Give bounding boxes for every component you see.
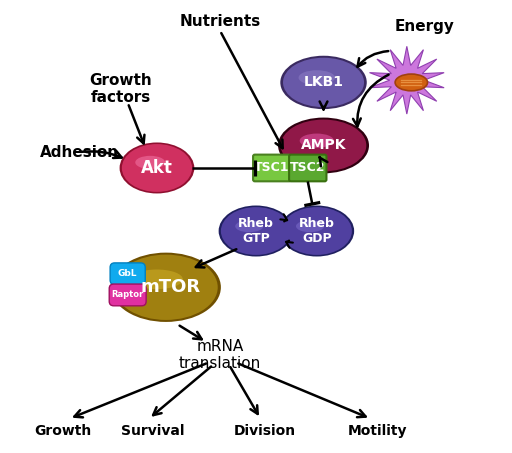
Ellipse shape xyxy=(300,134,334,148)
Ellipse shape xyxy=(111,253,221,322)
Text: Raptor: Raptor xyxy=(112,290,144,299)
Ellipse shape xyxy=(120,143,195,193)
Text: LKB1: LKB1 xyxy=(304,76,344,89)
Text: TSC2: TSC2 xyxy=(290,161,326,174)
Ellipse shape xyxy=(280,56,367,109)
Ellipse shape xyxy=(221,207,291,255)
Text: Motility: Motility xyxy=(348,424,408,439)
FancyBboxPatch shape xyxy=(289,154,327,181)
Polygon shape xyxy=(370,46,444,114)
Text: Nutrients: Nutrients xyxy=(179,14,261,29)
Ellipse shape xyxy=(395,74,428,91)
Text: Growth
factors: Growth factors xyxy=(90,73,152,106)
Ellipse shape xyxy=(114,255,218,320)
Text: Growth: Growth xyxy=(34,424,91,439)
FancyBboxPatch shape xyxy=(253,154,290,181)
FancyBboxPatch shape xyxy=(110,263,145,284)
Text: Rheb
GTP: Rheb GTP xyxy=(238,217,274,245)
Ellipse shape xyxy=(219,206,293,256)
Ellipse shape xyxy=(131,270,183,289)
Text: AMPK: AMPK xyxy=(301,139,346,153)
Text: TSC1: TSC1 xyxy=(254,161,289,174)
Text: Adhesion: Adhesion xyxy=(40,145,119,160)
Text: mRNA
translation: mRNA translation xyxy=(179,338,261,371)
Ellipse shape xyxy=(122,144,192,192)
Text: Survival: Survival xyxy=(121,424,184,439)
Text: Rheb
GDP: Rheb GDP xyxy=(299,217,335,245)
Ellipse shape xyxy=(283,58,364,107)
Ellipse shape xyxy=(280,206,354,256)
Ellipse shape xyxy=(135,156,165,169)
Text: Energy: Energy xyxy=(395,19,455,34)
Ellipse shape xyxy=(298,70,335,85)
Ellipse shape xyxy=(296,220,324,232)
Ellipse shape xyxy=(282,207,352,255)
Text: Division: Division xyxy=(234,424,296,439)
FancyBboxPatch shape xyxy=(109,284,146,306)
Ellipse shape xyxy=(235,220,263,232)
Ellipse shape xyxy=(278,118,369,173)
Text: Akt: Akt xyxy=(141,159,173,177)
Text: mTOR: mTOR xyxy=(140,278,201,296)
Text: GbL: GbL xyxy=(118,269,137,278)
Ellipse shape xyxy=(281,120,366,171)
